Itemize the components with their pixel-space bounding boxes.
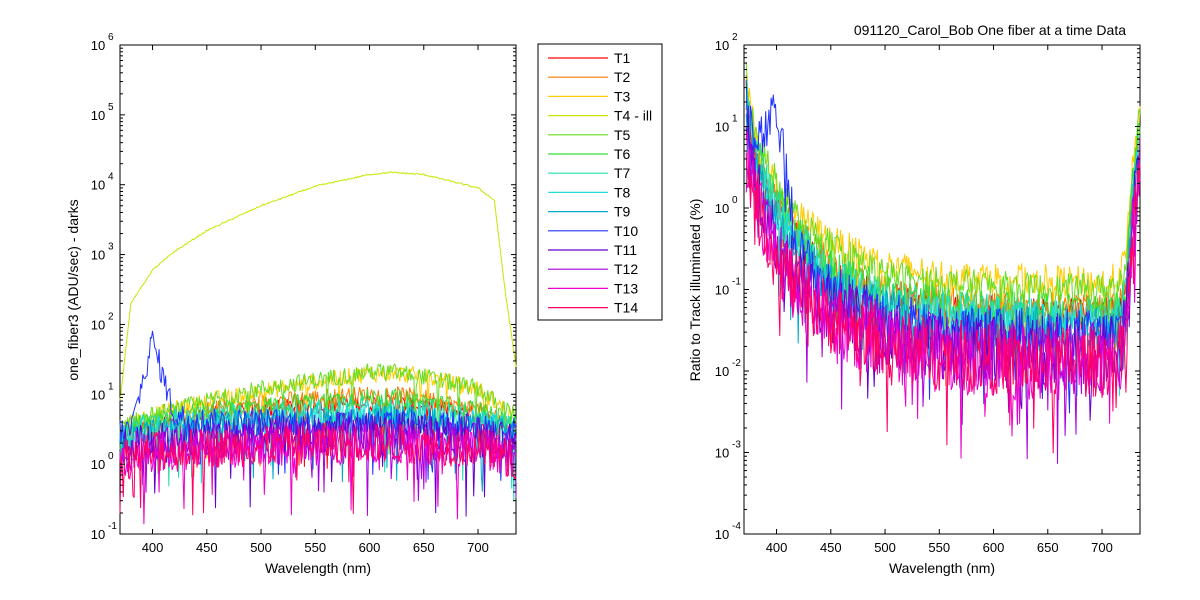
left-series-line-t2 — [119, 386, 517, 477]
right-y-tick-base: 10 — [715, 201, 729, 216]
right-series-lines — [745, 61, 1141, 464]
left-y-tick-base: 10 — [91, 248, 105, 263]
legend-label: T14 — [614, 300, 638, 316]
legend-label: T8 — [614, 184, 631, 200]
legend-box — [537, 43, 663, 321]
right-y-tick-exponent: -4 — [732, 521, 741, 532]
left-series-line-t14 — [119, 423, 517, 516]
left-y-tick-base: 10 — [91, 178, 105, 193]
left-x-tick-label: 400 — [142, 540, 164, 555]
left-x-tick-label: 500 — [250, 540, 272, 555]
left-y-tick-base: 10 — [91, 108, 105, 123]
left-x-axis-label: Wavelength (nm) — [265, 560, 371, 576]
right-y-tick-exponent: 0 — [732, 195, 738, 206]
left-y-tick-base: 10 — [91, 527, 105, 542]
legend-items: T1 T2 T3 T4 - ill T5 T6 T7 T8 T9 T10 T11 T12 T13 T14 — [548, 50, 652, 316]
left-y-tick-base: 10 — [91, 457, 105, 472]
right-x-tick-label: 400 — [766, 540, 788, 555]
right-y-tick-base: 10 — [715, 446, 729, 461]
right-y-tick-exponent: -1 — [732, 277, 741, 288]
left-series-line-t4---ill — [119, 171, 517, 401]
legend: T1 T2 T3 T4 - ill T5 T6 T7 T8 T9 T10 T11 T12 T13 T14 — [537, 43, 663, 321]
left-series-lines — [119, 171, 517, 525]
left-x-tick-label: 650 — [413, 540, 435, 555]
left-y-tick-base: 10 — [91, 38, 105, 53]
left-y-tick-base: 10 — [91, 317, 105, 332]
right-series-line-t14 — [745, 137, 1141, 454]
right-x-axis-label: Wavelength (nm) — [889, 560, 995, 576]
right-y-axis-label: Ratio to Track illuminated (%) — [687, 199, 703, 382]
left-y-tick-exponent: 2 — [108, 311, 114, 322]
legend-label: T3 — [614, 88, 631, 104]
left-x-ticks: 400 450 500 550 600 650 700 — [142, 45, 489, 555]
figure-title: 091120_Carol_Bob One fiber at a time Dat… — [854, 22, 1126, 38]
right-y-tick-base: 10 — [715, 527, 729, 542]
left-y-tick-exponent: -1 — [108, 521, 117, 532]
left-series-line-t5 — [119, 363, 517, 469]
right-y-tick-exponent: -2 — [732, 358, 741, 369]
legend-label: T13 — [614, 280, 638, 296]
legend-label: T12 — [614, 261, 638, 277]
right-series-line-t11 — [745, 105, 1141, 425]
right-x-tick-label: 450 — [820, 540, 842, 555]
left-y-tick-exponent: 3 — [108, 242, 114, 253]
left-y-axis-label: one_fiber3 (ADU/sec) - darks — [65, 199, 81, 380]
left-x-tick-label: 700 — [467, 540, 489, 555]
right-y-tick-exponent: 2 — [732, 32, 738, 43]
legend-label: T11 — [614, 242, 637, 258]
legend-label: T6 — [614, 146, 631, 162]
legend-label: T5 — [614, 127, 631, 143]
left-y-tick-exponent: 1 — [108, 381, 114, 392]
left-y-tick-exponent: 5 — [108, 102, 114, 113]
legend-label: T1 — [614, 50, 631, 66]
legend-label: T9 — [614, 204, 631, 220]
right-y-tick-base: 10 — [715, 283, 729, 298]
right-y-tick-exponent: 1 — [732, 114, 738, 125]
right-y-tick-base: 10 — [715, 38, 729, 53]
legend-label: T2 — [614, 69, 631, 85]
left-panel: 400 450 500 550 600 650 700 10-110010110210310… — [65, 32, 517, 576]
right-y-tick-exponent: -3 — [732, 440, 741, 451]
left-y-tick-exponent: 6 — [108, 32, 114, 43]
right-y-tick-base: 10 — [715, 120, 729, 135]
legend-label: T10 — [614, 223, 638, 239]
left-y-tick-exponent: 4 — [108, 172, 114, 183]
legend-label: T7 — [614, 165, 631, 181]
right-y-tick-base: 10 — [715, 364, 729, 379]
left-x-tick-label: 550 — [304, 540, 326, 555]
left-y-tick-exponent: 0 — [108, 451, 114, 462]
right-x-tick-label: 500 — [874, 540, 896, 555]
left-series-line-t12 — [119, 419, 517, 516]
right-x-tick-label: 650 — [1037, 540, 1059, 555]
right-x-ticks: 400 450 500 550 600 650 700 — [766, 45, 1113, 555]
left-x-tick-label: 450 — [196, 540, 218, 555]
right-x-tick-label: 700 — [1091, 540, 1113, 555]
left-x-tick-label: 600 — [359, 540, 381, 555]
right-panel: 091120_Carol_Bob One fiber at a time Dat… — [687, 22, 1141, 576]
legend-label: T4 - ill — [614, 108, 652, 124]
left-y-tick-base: 10 — [91, 387, 105, 402]
right-x-tick-label: 550 — [928, 540, 950, 555]
right-x-tick-label: 600 — [983, 540, 1005, 555]
